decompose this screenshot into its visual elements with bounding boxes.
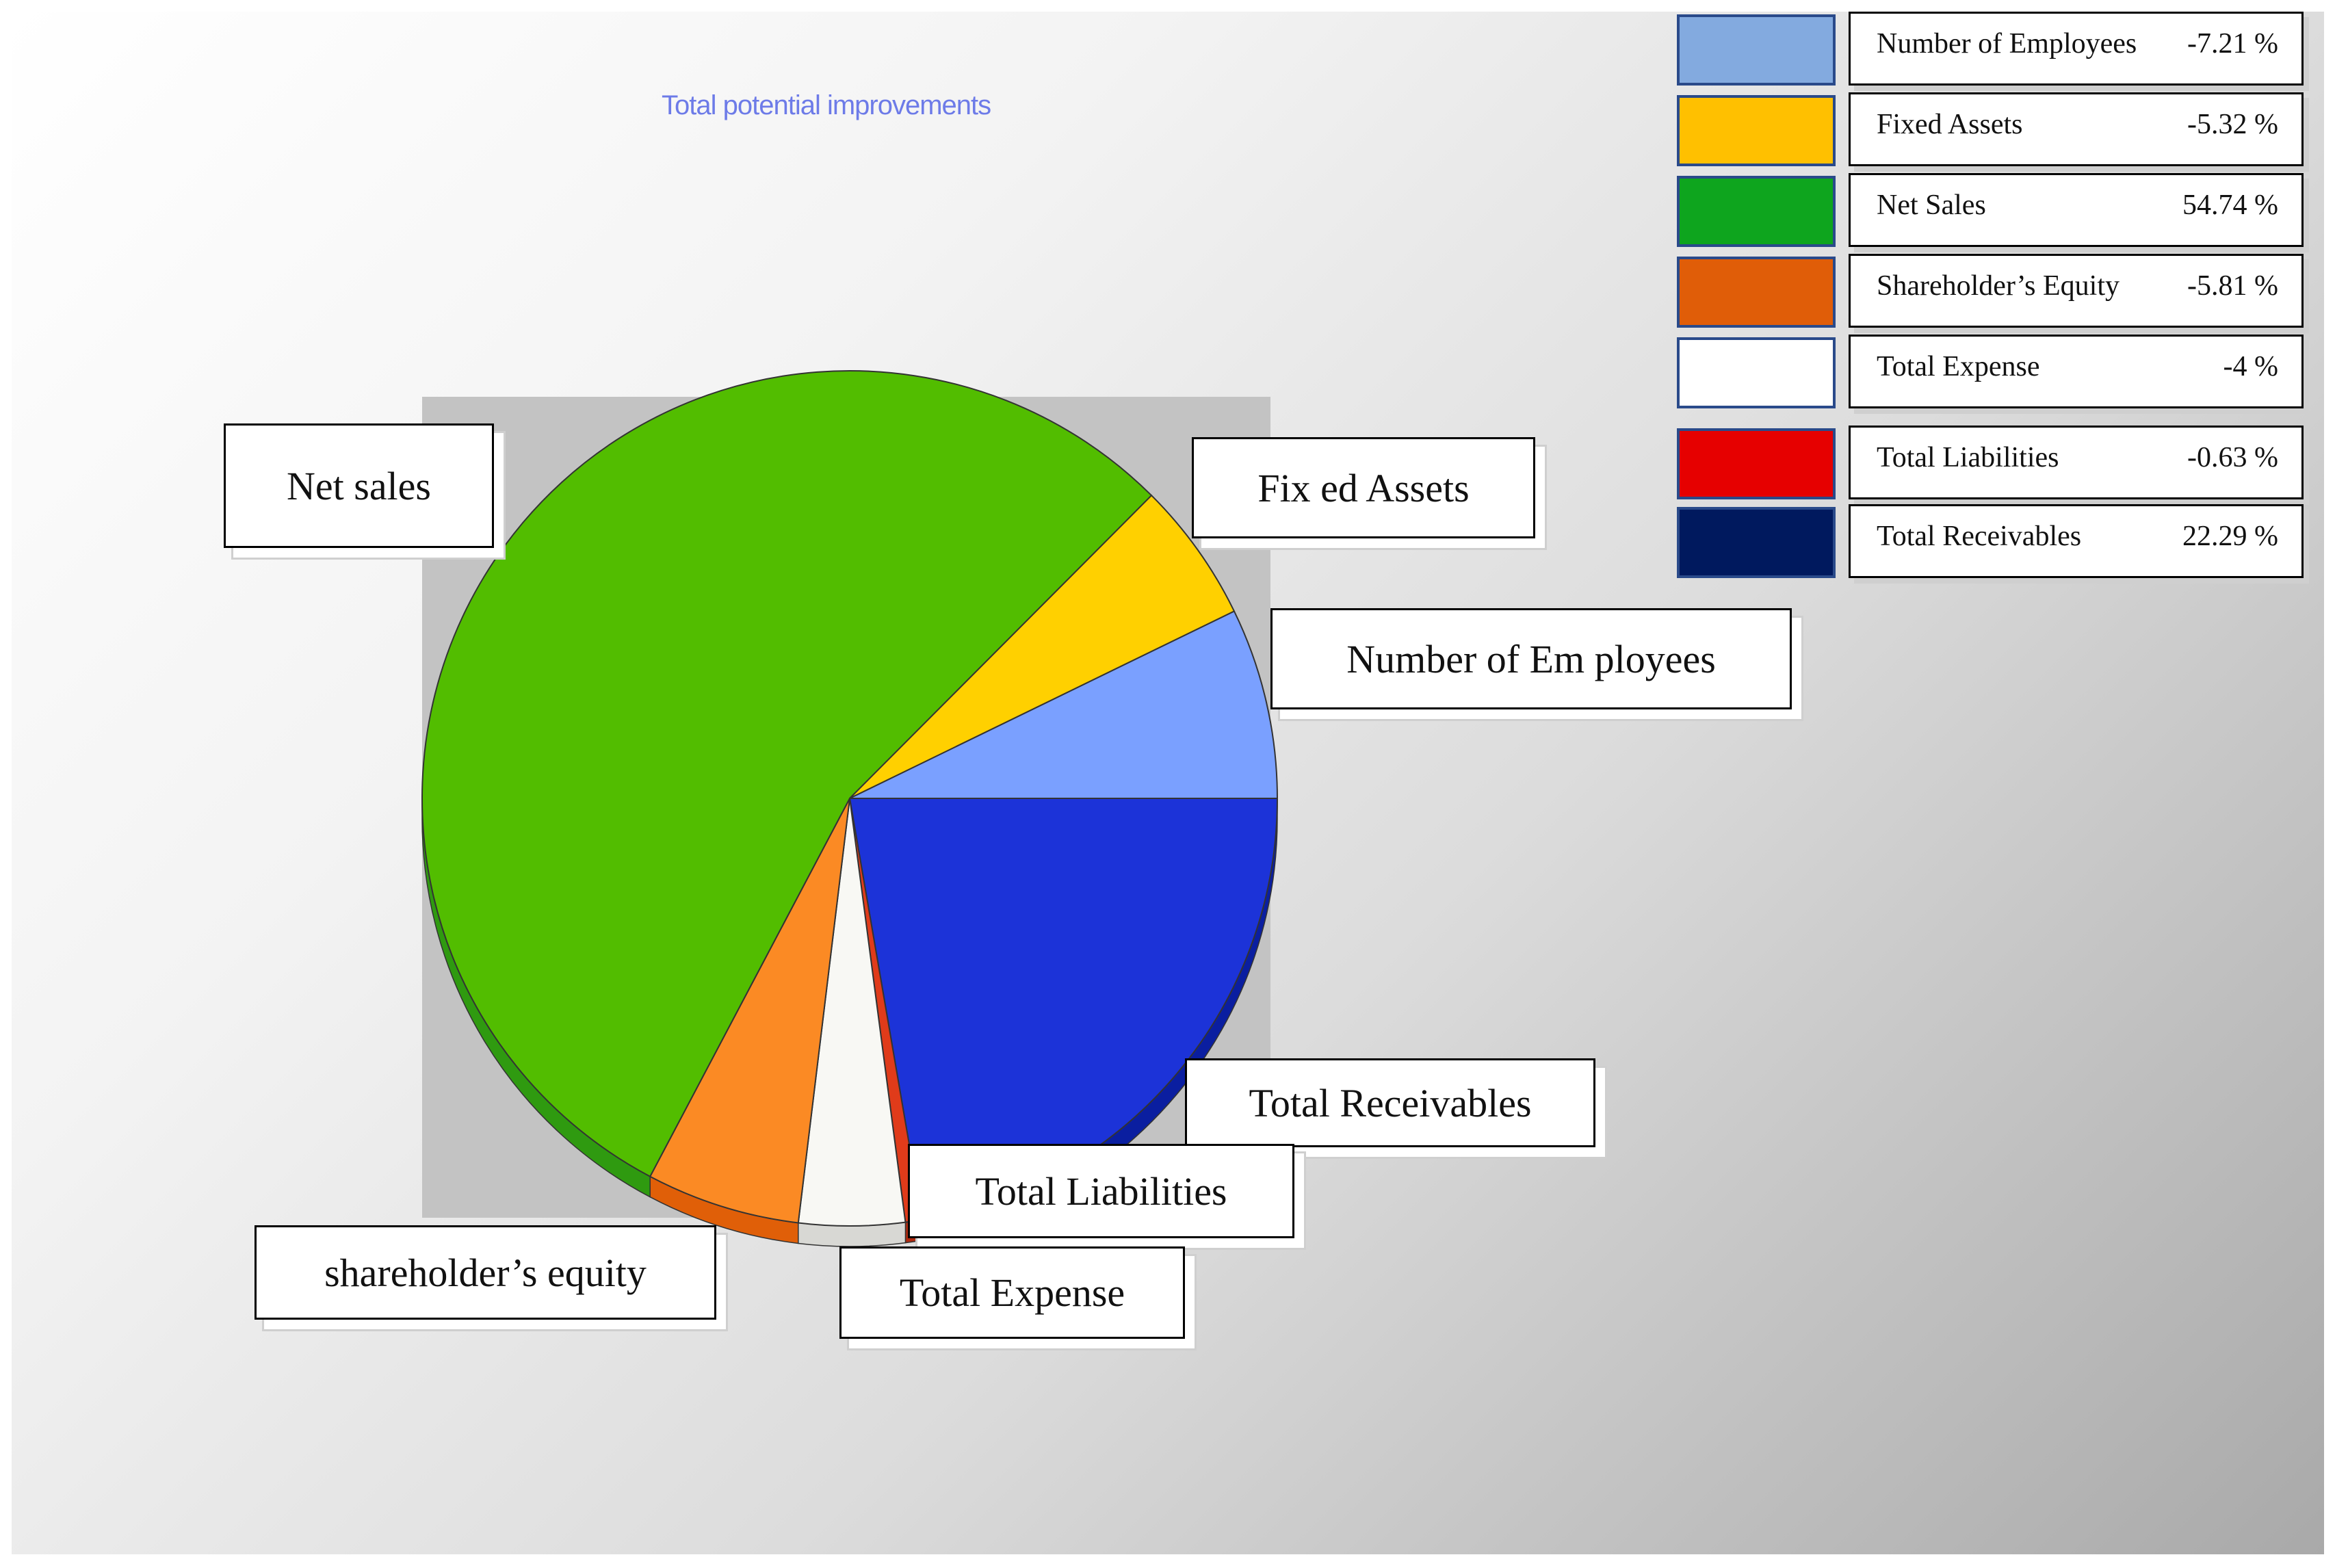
legend-value: -4 % — [2223, 351, 2278, 382]
pie-slice-employees — [849, 610, 1279, 799]
legend-item: Fixed Assets -5.32 % — [1667, 92, 2324, 168]
callout-total-receivables: Total Receivables — [1185, 1058, 1595, 1147]
legend-entry-box: Net Sales 54.74 % — [1849, 173, 2304, 247]
callout-label: Fix ed Assets — [1257, 465, 1470, 510]
callout-label: Number of Em ployees — [1346, 636, 1716, 681]
legend-entry-box: Number of Employees -7.21 % — [1849, 12, 2304, 86]
legend-swatch — [1677, 337, 1836, 408]
legend-value: -7.21 % — [2187, 28, 2278, 60]
callout-label: Total Liabilities — [975, 1168, 1227, 1214]
callout-shareholders-equity: shareholder’s equity — [255, 1225, 716, 1320]
legend-entry-box: Total Liabilities -0.63 % — [1849, 426, 2304, 499]
pie-chart — [421, 370, 1279, 1247]
legend-label: Shareholder’s Equity — [1877, 270, 2119, 302]
legend-item: Total Expense -4 % — [1667, 335, 2324, 410]
callout-label: shareholder’s equity — [324, 1250, 647, 1295]
legend-value: -5.32 % — [2187, 109, 2278, 140]
callout-fixed-assets: Fix ed Assets — [1192, 437, 1535, 538]
legend-swatch — [1677, 14, 1836, 86]
pie-slice-equity — [649, 798, 850, 1224]
callout-label: Total Receivables — [1249, 1080, 1532, 1125]
legend-value: 54.74 % — [2182, 190, 2278, 221]
legend-entry-box: Total Receivables 22.29 % — [1849, 504, 2304, 578]
callout-total-liabilities: Total Liabilities — [908, 1144, 1294, 1238]
legend-swatch — [1677, 507, 1836, 578]
callout-label: Net sales — [287, 463, 431, 508]
legend-value: 22.29 % — [2182, 521, 2278, 552]
legend-label: Fixed Assets — [1877, 109, 2023, 140]
legend-label: Net Sales — [1877, 190, 1986, 221]
legend-label: Number of Employees — [1877, 28, 2137, 60]
legend-swatch — [1677, 176, 1836, 247]
legend-swatch — [1677, 428, 1836, 499]
chart-title: Total potential improvements — [662, 90, 991, 120]
legend-entry-box: Shareholder’s Equity -5.81 % — [1849, 254, 2304, 328]
pie-slice-netsales — [421, 370, 1153, 1178]
legend-item: Net Sales 54.74 % — [1667, 173, 2324, 248]
legend-label: Total Liabilities — [1877, 442, 2059, 473]
callout-label: Total Expense — [899, 1270, 1125, 1315]
chart-area: Total potential improvements Net sales F… — [12, 12, 2324, 1554]
legend-item: Total Liabilities -0.63 % — [1667, 426, 2324, 501]
callout-number-of-employees: Number of Em ployees — [1270, 608, 1792, 709]
legend-entry-box: Fixed Assets -5.32 % — [1849, 92, 2304, 166]
legend-entry-box: Total Expense -4 % — [1849, 335, 2304, 408]
legend-label: Total Receivables — [1877, 521, 2082, 552]
callout-total-expense: Total Expense — [839, 1246, 1185, 1339]
legend-item: Total Receivables 22.29 % — [1667, 504, 2324, 579]
legend-item: Shareholder’s Equity -5.81 % — [1667, 254, 2324, 329]
legend-value: -5.81 % — [2187, 270, 2278, 302]
legend-swatch — [1677, 95, 1836, 166]
legend-swatch — [1677, 257, 1836, 328]
callout-net-sales: Net sales — [224, 423, 494, 548]
pie-slice-fixed — [849, 494, 1236, 799]
legend-item: Number of Employees -7.21 % — [1667, 12, 2324, 87]
legend-label: Total Expense — [1877, 351, 2040, 382]
legend-value: -0.63 % — [2187, 442, 2278, 473]
legend: Number of Employees -7.21 % Fixed Assets… — [1667, 12, 2324, 579]
